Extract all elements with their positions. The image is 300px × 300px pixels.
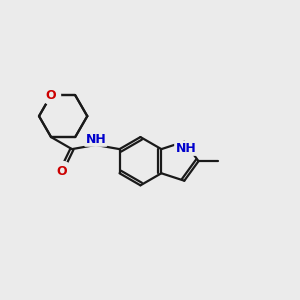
Text: NH: NH bbox=[85, 133, 106, 146]
Text: O: O bbox=[56, 165, 67, 178]
Text: NH: NH bbox=[176, 142, 196, 154]
Text: O: O bbox=[46, 89, 56, 102]
